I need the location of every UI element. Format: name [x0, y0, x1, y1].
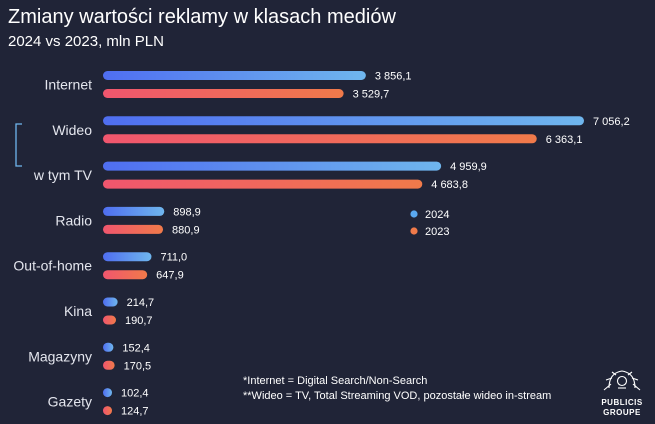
bar-2023-kina: [103, 315, 116, 325]
value-label-2024-w-tym-tv: 4 959,9: [450, 161, 487, 173]
value-label-2024-internet: 3 856,1: [375, 71, 412, 83]
value-label-2024-kina: 214,7: [127, 297, 155, 309]
publicis-groupe-logo: PUBLICIS GROUPE: [601, 370, 643, 417]
category-label-out-of-home: Out-of-home: [13, 258, 92, 274]
category-labels: Internet Wideo w tym TV Radio Out-of-home Kin…: [13, 77, 92, 410]
value-label-2023-kina: 190,7: [125, 315, 153, 327]
category-label-w-tym-tv: w tym TV: [33, 167, 93, 183]
bar-2023-magazyny: [103, 360, 115, 370]
category-label-internet: Internet: [45, 77, 93, 93]
category-label-radio: Radio: [55, 212, 92, 228]
bar-2024-wideo: [103, 116, 584, 126]
logo-text-line1: PUBLICIS: [601, 398, 643, 407]
value-label-2024-out-of-home: 711,0: [160, 252, 187, 264]
legend-dot-2023: [410, 227, 418, 235]
bar-2024-out-of-home: [103, 252, 152, 262]
value-label-2023-w-tym-tv: 4 683,8: [431, 179, 468, 191]
value-label-2023-out-of-home: 647,9: [156, 270, 184, 282]
category-label-kina: Kina: [64, 303, 92, 319]
logo-text-line2: GROUPE: [603, 408, 641, 417]
bar-2023-out-of-home: [103, 270, 148, 280]
value-label-2023-radio: 880,9: [172, 224, 200, 236]
bar-2023-gazety: [103, 406, 112, 416]
legend-label-2023: 2023: [425, 226, 449, 238]
legend-dot-2024: [410, 210, 418, 218]
bar-2023-wideo: [103, 134, 537, 144]
value-label-2023-gazety: 124,7: [121, 406, 149, 418]
value-label-2023-magazyny: 170,5: [124, 360, 152, 372]
bar-2024-gazety: [103, 388, 112, 398]
category-label-wideo: Wideo: [52, 122, 92, 138]
value-label-2024-radio: 898,9: [173, 206, 201, 218]
bar-2023-internet: [103, 89, 344, 98]
value-label-2023-wideo: 6 363,1: [546, 134, 583, 146]
value-label-2023-internet: 3 529,7: [353, 89, 390, 101]
value-label-2024-wideo: 7 056,2: [593, 116, 630, 128]
chart-subtitle: 2024 vs 2023, mln PLN: [8, 33, 164, 50]
value-label-2024-magazyny: 152,4: [122, 342, 150, 354]
bar-2024-w-tym-tv: [103, 161, 442, 171]
value-label-2024-gazety: 102,4: [121, 388, 149, 400]
bar-2024-internet: [103, 71, 366, 80]
bars-group: 3 856,1 3 529,7 7 056,2 6 363,1 4 959,9 4 683…: [103, 71, 630, 418]
category-label-magazyny: Magazyny: [28, 348, 92, 364]
legend-label-2024: 2024: [425, 209, 449, 221]
bar-2023-radio: [103, 224, 164, 234]
bar-2023-w-tym-tv: [103, 179, 423, 189]
bar-2024-kina: [103, 297, 118, 307]
footnote-internet: *Internet = Digital Search/Non-Search: [243, 375, 427, 387]
lion-icon: [603, 370, 641, 391]
bar-2024-magazyny: [103, 342, 114, 352]
legend: 2024 2023: [410, 209, 449, 238]
bar-2024-radio: [103, 206, 165, 216]
footnote-video: **Wideo = TV, Total Streaming VOD, pozos…: [243, 390, 551, 402]
category-label-gazety: Gazety: [48, 394, 92, 410]
chart-title: Zmiany wartości reklamy w klasach mediów: [8, 6, 396, 28]
video-bracket: [15, 123, 22, 167]
